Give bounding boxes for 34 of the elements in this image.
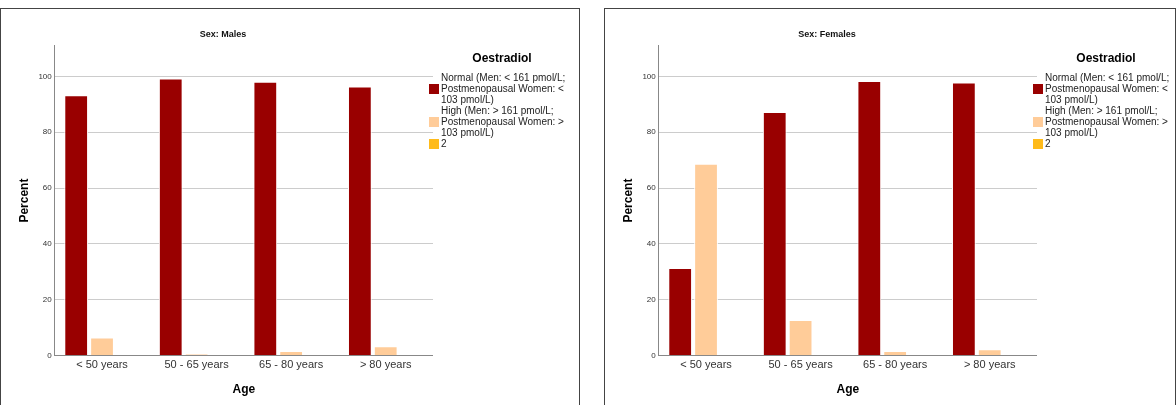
- legend-label: 2: [441, 138, 447, 149]
- x-axis-title: Age: [232, 382, 256, 397]
- y-tick-label: 100: [642, 71, 657, 81]
- y-tick-label: 60: [646, 183, 657, 193]
- x-tick-label: < 50 years: [76, 358, 129, 371]
- legend-title: Oestradiol: [471, 51, 533, 65]
- y-tick-label: 0: [47, 350, 53, 360]
- x-tick-label: 50 - 65 years: [768, 358, 834, 371]
- y-axis-title: Percent: [16, 178, 31, 223]
- legend-title: Oestradiol: [1075, 51, 1137, 65]
- x-tick-label: > 80 years: [963, 358, 1017, 371]
- chart-title: Sex: Females: [798, 28, 856, 39]
- y-tick-label: 100: [38, 71, 53, 81]
- x-tick-label: 65 - 80 years: [863, 358, 928, 371]
- y-tick-label: 40: [646, 239, 657, 249]
- y-tick-label: 0: [651, 350, 657, 360]
- chart-title: Sex: Males: [199, 28, 247, 39]
- x-tick-label: 65 - 80 years: [259, 358, 324, 371]
- y-tick-label: 80: [42, 127, 53, 137]
- x-tick-label: < 50 years: [680, 358, 733, 371]
- y-tick-label: 40: [42, 239, 53, 249]
- y-tick-label: 20: [42, 294, 53, 304]
- legend-label: 2: [1045, 138, 1051, 149]
- legend-label: Normal (Men: < 161 pmol/L; Postmenopausal Women: < 103 pmol/L): [441, 72, 567, 105]
- x-tick-label: 50 - 65 years: [164, 358, 230, 371]
- x-tick-label: > 80 years: [359, 358, 413, 371]
- legend-label: Normal (Men: < 161 pmol/L; Postmenopausal Women: < 103 pmol/L): [1045, 72, 1171, 105]
- y-axis-title: Percent: [620, 178, 635, 223]
- x-axis-title: Age: [836, 382, 860, 397]
- y-tick-label: 20: [646, 294, 657, 304]
- legend-label: High (Men: > 161 pmol/L; Postmenopausal Women: > 103 pmol/L): [1045, 105, 1169, 138]
- y-tick-label: 60: [42, 183, 53, 193]
- legend-label: High (Men: > 161 pmol/L; Postmenopausal Women: > 103 pmol/L): [441, 105, 565, 138]
- y-tick-label: 80: [646, 127, 657, 137]
